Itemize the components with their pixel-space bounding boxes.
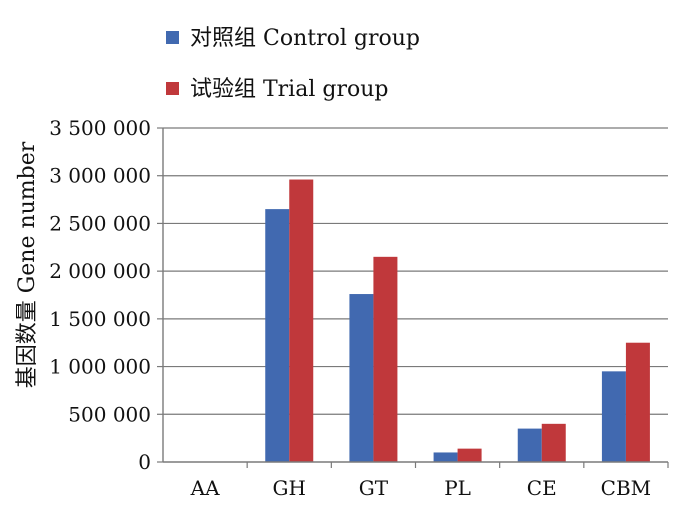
legend-label-trial: 试验组 Trial group xyxy=(190,77,388,102)
legend-label-control: 对照组 Control group xyxy=(190,26,420,51)
x-tick-label: PL xyxy=(444,476,471,500)
y-tick-labels: 0 500 000 1 000 000 1 500 000 2 000 000 2 500… xyxy=(49,116,151,474)
x-tick-label: GH xyxy=(273,476,306,500)
bar-cbm-trial xyxy=(625,342,650,462)
bar-gt-trial xyxy=(373,256,398,462)
y-tick-label: 500 000 xyxy=(68,402,151,426)
x-tick-label: CE xyxy=(527,476,557,500)
bar-gt-control xyxy=(349,294,374,462)
y-tick-label: 1 000 000 xyxy=(49,355,151,379)
y-tick-label: 2 500 000 xyxy=(49,211,151,235)
bar-pl-trial xyxy=(457,448,482,462)
y-axis-title: 基因数量 Gene number xyxy=(15,141,40,388)
x-tick-label: GT xyxy=(359,476,389,500)
bar-pl-control xyxy=(433,452,458,462)
y-tick-label: 3 500 000 xyxy=(49,116,151,140)
x-tick-label: CBM xyxy=(601,476,651,500)
x-tick-labels: AA GH GT PL CE CBM xyxy=(190,476,652,500)
axes xyxy=(157,127,669,468)
bar-gh-control xyxy=(265,209,290,462)
bar-gh-trial xyxy=(289,179,314,462)
bar-cbm-control xyxy=(601,371,626,462)
y-tick-label: 3 000 000 xyxy=(49,164,151,188)
legend-swatch-control xyxy=(166,31,179,44)
bar-ce-trial xyxy=(541,423,566,462)
bars xyxy=(265,179,650,462)
y-tick-label: 1 500 000 xyxy=(49,307,151,331)
gridlines xyxy=(163,127,668,415)
y-tick-label: 0 xyxy=(138,450,151,474)
legend-swatch-trial xyxy=(166,82,179,95)
y-tick-label: 2 000 000 xyxy=(49,259,151,283)
x-tick-label: AA xyxy=(190,476,220,500)
bar-ce-control xyxy=(517,428,542,462)
legend: 对照组 Control group 试验组 Trial group xyxy=(166,26,420,102)
